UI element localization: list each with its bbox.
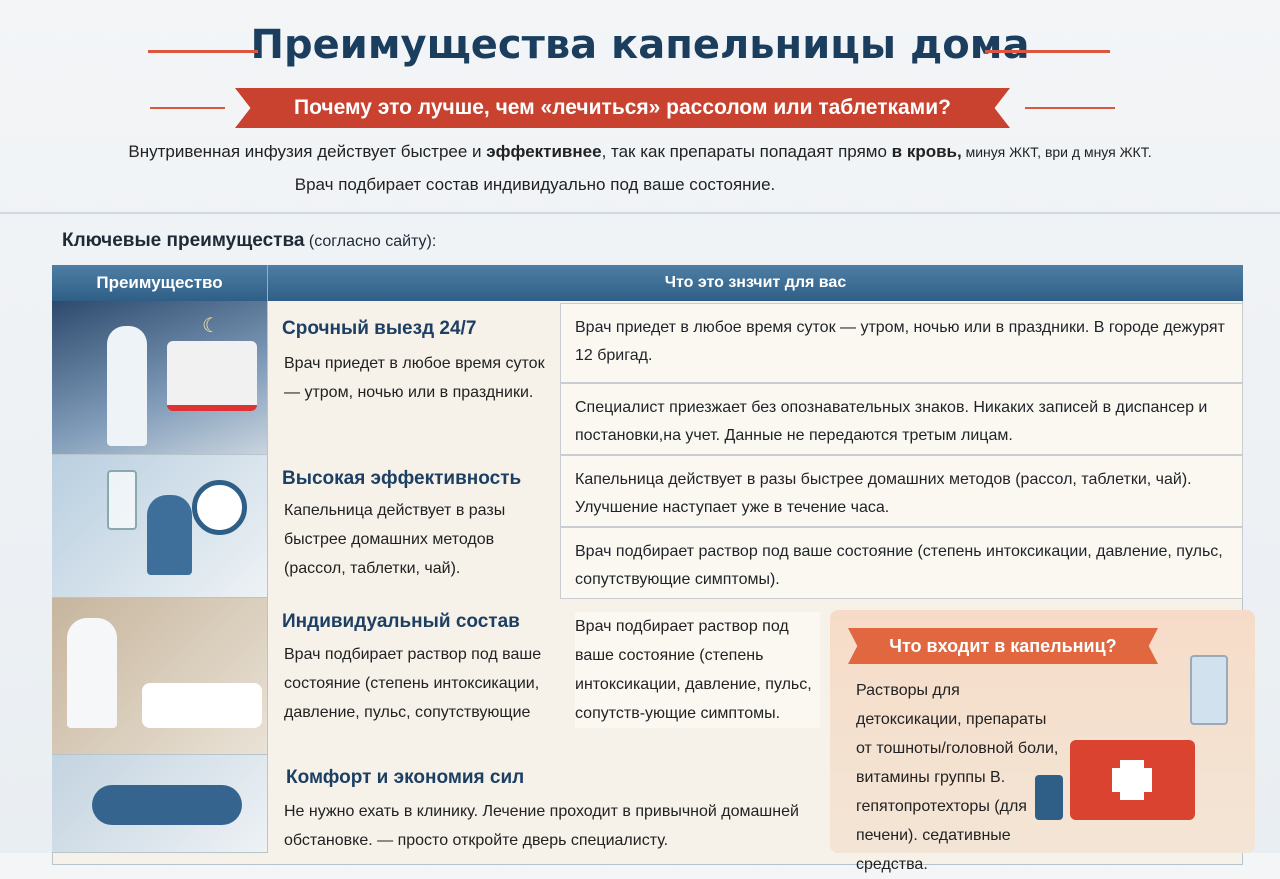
page-title: Преимущества капельницы дома (250, 22, 1030, 68)
intro-bold: в кровь, (891, 142, 962, 161)
doctor-icon (107, 326, 147, 446)
divider (985, 50, 1110, 53)
composition-text: Растворы для детоксикации, препараты от … (856, 682, 1059, 873)
benefit-text: Врач приедет в любое время суток — утром… (284, 355, 545, 401)
medicine-bottle-icon (1035, 775, 1063, 820)
intro-line-2: Врач подбирает состав индивидуально под … (294, 175, 776, 194)
divider (1025, 107, 1115, 109)
header-meaning: Что это знзчит для вас (664, 274, 847, 291)
composition-title: Что входит в капельниц? (848, 628, 1158, 664)
patient-icon (92, 785, 242, 825)
intro-bold: эффективнее (486, 142, 602, 161)
divider (148, 50, 258, 53)
doctor-ambulance-image: ☾ (52, 301, 268, 455)
nurse-icon (147, 495, 192, 575)
intro-text: , так как препараты попадаят прямо (601, 142, 892, 161)
ambulance-icon (167, 341, 257, 411)
header-benefit: Преимущество (52, 265, 268, 301)
section-title: Ключевые преимущества (62, 230, 305, 251)
meaning-cell: Врач приедет в любое время суток — утром… (560, 303, 1243, 383)
iv-bag-icon (107, 470, 137, 530)
section-note: (согласно сайту): (304, 233, 437, 250)
iv-drip-image (52, 455, 268, 598)
bed-icon (142, 683, 262, 728)
first-aid-kit-icon (1070, 740, 1195, 820)
benefit-text: Врач подбирает раствор под ваше состояни… (284, 646, 542, 721)
intro-text: Внутривенная инфузия действует быстрее и (128, 142, 487, 161)
benefit-title: Индивидуальный состав (282, 611, 520, 632)
meaning-cell: Специалист приезжает без опознавательных… (560, 383, 1243, 455)
benefit-text: Не нужно ехать в клинику. Лечение проход… (284, 803, 799, 849)
section-heading: Ключевые преимущества (согласно сайту): (62, 230, 436, 252)
table-header: Преимущество Что это знзчит для вас (52, 265, 1243, 301)
clock-icon (192, 480, 247, 535)
resting-patient-image (52, 755, 268, 853)
benefit-text: Капельница действует в разы быстрее дома… (284, 502, 506, 577)
intro-text: минуя ЖКТ, ври д мнуя ЖКТ. (961, 144, 1152, 160)
meaning-cell: Врач подбирает раствор под ваше состояни… (560, 527, 1243, 599)
meaning-cell: Капельница действует в разы быстрее дома… (560, 455, 1243, 527)
intro-line-1: Внутривенная инфузия действует быстрее и… (0, 142, 1280, 162)
benefit-title: Срочный выезд 24/7 (282, 318, 477, 339)
doctor-patient-image (52, 598, 268, 755)
benefit-title: Комфорт и экономия сил (286, 767, 525, 788)
divider (0, 212, 1280, 214)
doctor-icon (67, 618, 117, 728)
iv-bag-icon (1190, 655, 1228, 725)
subtitle-ribbon: Почему это лучше, чем «лечиться» рассоло… (235, 88, 1010, 128)
divider (150, 107, 225, 109)
meaning-cell: Врач подбирает раствор под ваше состояни… (575, 612, 820, 728)
moon-icon: ☾ (202, 313, 220, 337)
benefit-title: Высокая эффективность (282, 468, 522, 489)
